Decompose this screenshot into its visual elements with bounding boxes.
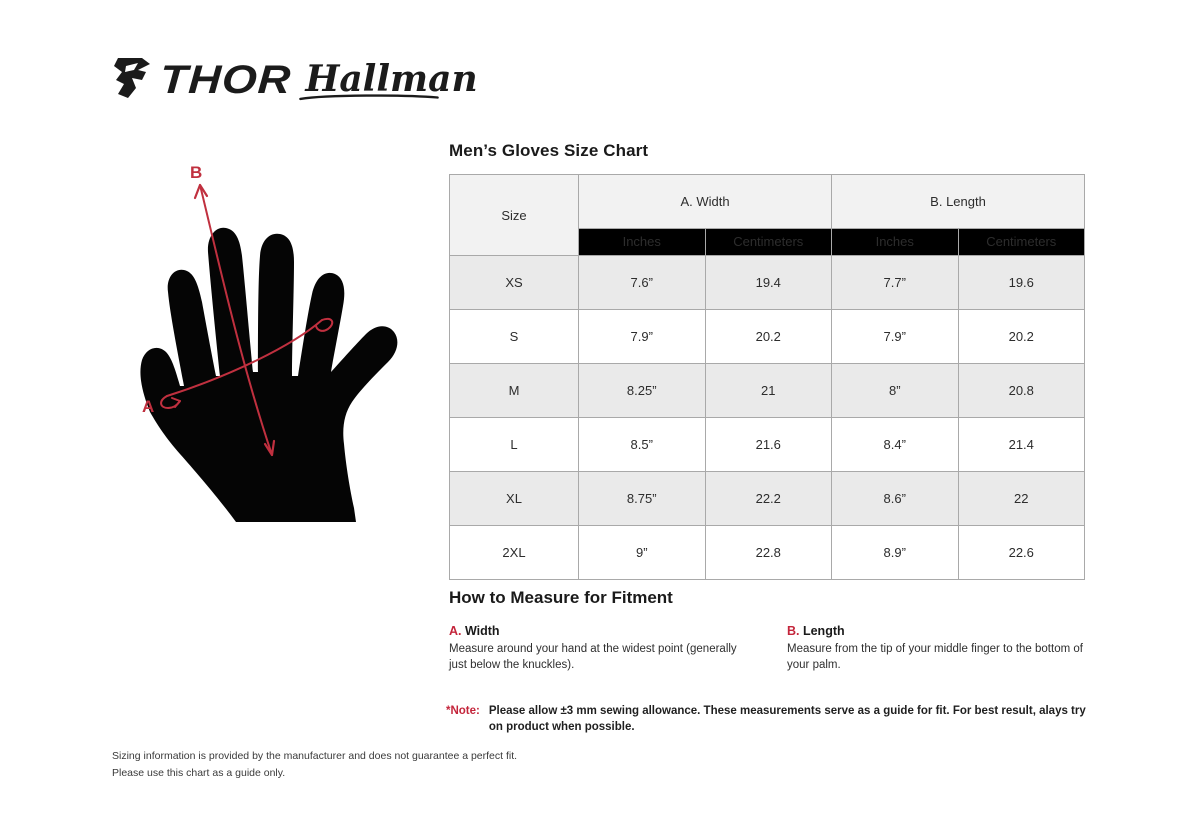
cell-width-centimeters: 22.2	[704, 471, 832, 526]
measure-item-length: B. Length Measure from the tip of your m…	[787, 624, 1087, 674]
cell-width-inches: 7.6”	[578, 255, 706, 310]
cell-length-centimeters: 19.6	[957, 255, 1085, 310]
brand-logo-bar: THOR Hallman	[112, 52, 478, 108]
measure-length-name: Length	[799, 624, 845, 638]
table-header-group-row: Size A. Width B. Length	[449, 174, 1085, 256]
measure-width-key: A.	[449, 624, 462, 638]
table-row: XL 8.75” 22.2 8.6” 22	[449, 471, 1085, 526]
unit-header-width-inches: Inches	[578, 227, 706, 257]
cell-size: M	[449, 363, 579, 418]
thor-helmet-icon	[112, 54, 156, 107]
measure-width-label: A. Width	[449, 624, 749, 638]
unit-header-length-centimeters: Centimeters	[957, 227, 1085, 257]
hand-measurement-diagram: A B	[120, 160, 440, 530]
measure-length-key: B.	[787, 624, 800, 638]
width-arrow-head-right	[315, 317, 334, 332]
cell-width-inches: 8.75”	[578, 471, 706, 526]
cell-length-centimeters: 22.6	[957, 525, 1085, 580]
cell-size: XL	[449, 471, 579, 526]
disclaimer-line-1: Sizing information is provided by the ma…	[112, 750, 518, 762]
measure-width-name: Width	[461, 624, 500, 638]
measure-length-label: B. Length	[787, 624, 1087, 638]
measure-item-width: A. Width Measure around your hand at the…	[449, 624, 749, 674]
cell-width-centimeters: 20.2	[704, 309, 832, 364]
how-to-measure-section: How to Measure for Fitment A. Width Meas…	[449, 588, 1089, 674]
figure-label-b: B	[190, 163, 202, 182]
cell-width-centimeters: 21	[704, 363, 832, 418]
table-row: M 8.25” 21 8” 20.8	[449, 363, 1085, 418]
cell-width-inches: 8.5”	[578, 417, 706, 472]
cell-size: L	[449, 417, 579, 472]
note-block: *Note: Please allow ±3 mm sewing allowan…	[446, 703, 1091, 736]
column-header-width: A. Width	[578, 174, 832, 229]
cell-length-inches: 8.6”	[831, 471, 959, 526]
disclaimer-line-2: Please use this chart as a guide only.	[112, 766, 286, 779]
table-row: L 8.5” 21.6 8.4” 21.4	[449, 417, 1085, 472]
hallman-swash-icon	[299, 94, 440, 101]
length-arrow-head-bottom	[263, 439, 276, 457]
table-row: S 7.9” 20.2 7.9” 20.2	[449, 309, 1085, 364]
table-row: XS 7.6” 19.4 7.7” 19.6	[449, 255, 1085, 310]
cell-length-centimeters: 22	[957, 471, 1085, 526]
length-arrow-head-top	[193, 183, 209, 200]
cell-width-centimeters: 19.4	[704, 255, 832, 310]
table-row: 2XL 9” 22.8 8.9” 22.6	[449, 525, 1085, 580]
hallman-logo: Hallman	[299, 58, 478, 101]
table-header-unit-row: Inches Centimeters Inches Centimeters	[450, 227, 1085, 257]
measure-width-text: Measure around your hand at the widest p…	[449, 643, 737, 672]
measure-heading: How to Measure for Fitment	[449, 588, 673, 607]
hallman-wordmark: Hallman	[305, 58, 478, 100]
column-header-length: B. Length	[831, 174, 1085, 229]
cell-size: S	[449, 309, 579, 364]
figure-label-a: A	[142, 397, 154, 416]
cell-length-inches: 7.7”	[831, 255, 959, 310]
page-title: Men’s Gloves Size Chart	[449, 141, 649, 160]
cell-width-inches: 7.9”	[578, 309, 706, 364]
note-text: Please allow ±3 mm sewing allowance. The…	[488, 705, 1086, 734]
cell-size: 2XL	[449, 525, 579, 580]
cell-width-inches: 9”	[578, 525, 706, 580]
length-arrow-line	[199, 184, 273, 456]
cell-size: XS	[449, 255, 579, 310]
cell-length-centimeters: 21.4	[957, 417, 1085, 472]
cell-width-centimeters: 22.8	[704, 525, 832, 580]
measure-length-text: Measure from the tip of your middle fing…	[787, 643, 1083, 672]
cell-width-centimeters: 21.6	[704, 417, 832, 472]
thor-logo: THOR	[112, 54, 293, 107]
cell-width-inches: 8.25”	[578, 363, 706, 418]
cell-length-inches: 8.9”	[831, 525, 959, 580]
size-chart-table: Size A. Width B. Length Inches Centimete…	[449, 174, 1085, 580]
width-arrow-line	[166, 319, 323, 397]
disclaimer-block: Sizing information is provided by the ma…	[112, 748, 582, 782]
column-header-size: Size	[449, 174, 579, 256]
note-label: *Note:	[446, 705, 480, 717]
cell-length-centimeters: 20.8	[957, 363, 1085, 418]
thor-wordmark: THOR	[158, 58, 293, 102]
cell-length-inches: 8.4”	[831, 417, 959, 472]
cell-length-centimeters: 20.2	[957, 309, 1085, 364]
cell-length-inches: 7.9”	[831, 309, 959, 364]
cell-length-inches: 8”	[831, 363, 959, 418]
unit-header-width-centimeters: Centimeters	[704, 227, 832, 257]
unit-header-length-inches: Inches	[831, 227, 959, 257]
